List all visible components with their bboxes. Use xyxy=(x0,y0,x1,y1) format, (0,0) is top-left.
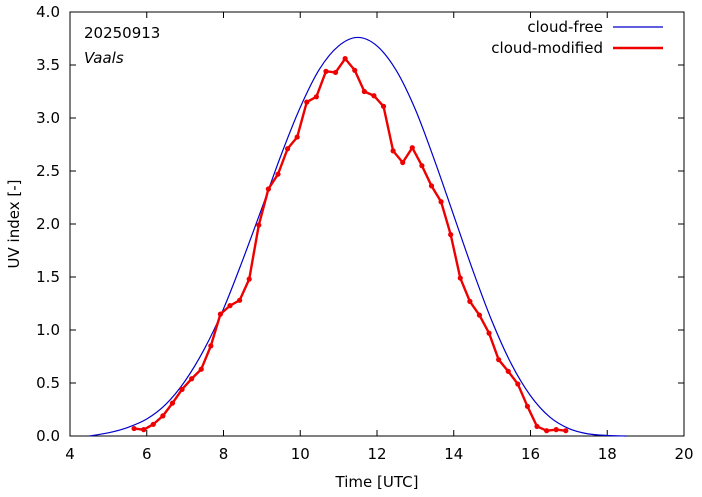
series-layer xyxy=(89,36,627,437)
data-point-cloud-modified xyxy=(563,428,569,434)
data-point-cloud-modified xyxy=(352,67,358,73)
data-point-cloud-modified xyxy=(160,413,166,419)
data-point-cloud-modified xyxy=(131,425,137,432)
data-point-cloud-modified xyxy=(390,148,396,154)
x-axis: 4 6 8 10 12 14 16 18 20 xyxy=(65,12,694,463)
data-point-cloud-modified xyxy=(189,376,195,382)
y-axis-title: UV index [-] xyxy=(5,180,23,269)
data-point-cloud-modified xyxy=(486,330,492,336)
data-point-cloud-modified xyxy=(323,68,329,74)
data-point-cloud-modified xyxy=(217,311,224,317)
plot-border xyxy=(69,11,685,437)
data-point-cloud-modified xyxy=(198,366,204,372)
y-tick-label: 0.5 xyxy=(36,374,60,392)
x-tick-label: 12 xyxy=(367,445,386,463)
data-point-cloud-modified xyxy=(294,134,300,140)
legend: cloud-free cloud-modified xyxy=(491,18,663,57)
data-point-cloud-modified xyxy=(448,232,454,238)
series-line-cloud-modified xyxy=(133,57,566,432)
data-point-cloud-modified xyxy=(467,298,473,304)
data-point-cloud-modified xyxy=(342,56,348,62)
y-tick-label: 3.0 xyxy=(36,109,60,127)
data-point-cloud-modified xyxy=(380,103,387,109)
y-tick-label: 1.5 xyxy=(36,268,60,286)
data-point-cloud-modified xyxy=(284,146,291,152)
data-point-cloud-modified xyxy=(505,368,511,374)
data-point-cloud-modified xyxy=(256,222,262,228)
x-tick-label: 6 xyxy=(142,445,152,463)
data-point-cloud-modified xyxy=(524,403,531,409)
data-point-cloud-modified xyxy=(553,427,559,433)
data-point-cloud-modified xyxy=(150,421,156,427)
data-point-cloud-modified xyxy=(179,386,185,392)
data-point-cloud-modified xyxy=(371,93,377,99)
x-tick-label: 14 xyxy=(444,445,463,463)
data-point-cloud-modified xyxy=(361,88,367,95)
data-point-cloud-modified xyxy=(313,94,319,100)
data-point-cloud-modified xyxy=(544,428,550,434)
data-point-cloud-modified xyxy=(169,400,176,406)
x-tick-label: 20 xyxy=(674,445,693,463)
x-tick-label: 16 xyxy=(521,445,540,463)
data-point-cloud-modified xyxy=(534,423,540,430)
legend-label-cloud-free: cloud-free xyxy=(527,18,603,36)
data-point-cloud-modified xyxy=(409,145,415,151)
data-point-cloud-modified xyxy=(400,159,406,166)
x-tick-label: 4 xyxy=(65,445,75,463)
data-point-cloud-modified xyxy=(304,99,310,105)
data-point-cloud-modified xyxy=(476,312,483,318)
data-point-cloud-modified xyxy=(457,275,463,281)
legend-label-cloud-modified: cloud-modified xyxy=(491,39,603,57)
x-tick-label: 8 xyxy=(219,445,229,463)
data-point-cloud-modified xyxy=(438,199,444,205)
y-tick-label: 3.5 xyxy=(36,56,60,74)
plot-frame xyxy=(69,11,685,437)
data-point-cloud-modified xyxy=(265,186,271,192)
data-point-cloud-modified xyxy=(227,303,233,309)
y-tick-label: 4.0 xyxy=(36,3,60,21)
data-point-cloud-modified xyxy=(428,183,435,189)
y-tick-label: 2.0 xyxy=(36,215,60,233)
data-point-cloud-modified xyxy=(496,357,502,363)
data-point-cloud-modified xyxy=(419,163,425,169)
series-line-cloud-free xyxy=(89,36,627,437)
data-point-cloud-modified xyxy=(141,427,147,433)
x-tick-label: 18 xyxy=(598,445,617,463)
data-point-cloud-modified xyxy=(515,381,521,387)
data-point-cloud-modified xyxy=(246,276,252,282)
y-tick-label: 0.0 xyxy=(36,427,60,445)
y-axis: 0.0 0.5 1.0 1.5 2.0 2.5 3.0 3.5 4.0 xyxy=(36,3,684,445)
data-point-cloud-modified xyxy=(208,343,214,349)
data-point-cloud-modified xyxy=(237,297,243,303)
y-tick-label: 1.0 xyxy=(36,321,60,339)
y-tick-label: 2.5 xyxy=(36,162,60,180)
date-annotation: 20250913 xyxy=(84,24,160,42)
location-annotation: Vaals xyxy=(84,49,124,67)
x-tick-label: 10 xyxy=(291,445,310,463)
x-axis-title: Time [UTC] xyxy=(335,473,419,491)
data-point-cloud-modified xyxy=(332,69,339,76)
data-point-cloud-modified xyxy=(275,171,281,177)
